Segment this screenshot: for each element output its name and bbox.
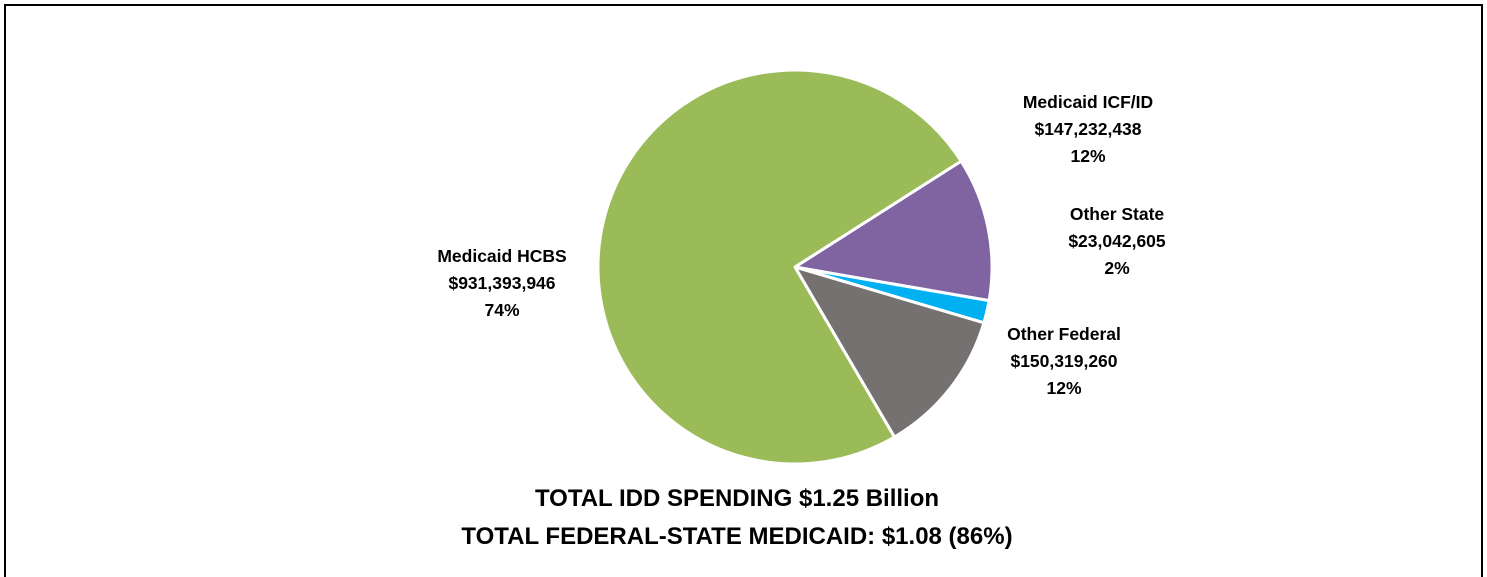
slice-value-label: $150,319,260 <box>1010 351 1117 371</box>
slice-percent-label: 2% <box>1104 258 1130 278</box>
slice-label-other-state: Other State $23,042,605 2% <box>1068 204 1166 278</box>
slice-value-label: $147,232,438 <box>1034 119 1141 139</box>
chart-title-line-1: TOTAL IDD SPENDING $1.25 Billion <box>535 485 939 512</box>
pie-slice-medicaid-icf-id <box>793 159 994 303</box>
chart-frame <box>4 4 1483 577</box>
slice-label-other-federal: Other Federal $150,319,260 12% <box>1007 324 1121 398</box>
slice-name-label: Medicaid ICF/ID <box>1023 92 1153 112</box>
slice-name-label: Other Federal <box>1007 324 1121 344</box>
slice-value-label: $931,393,946 <box>448 273 555 293</box>
pie-slice-medicaid-hcbs <box>596 68 963 466</box>
pie-slices <box>596 68 994 466</box>
slice-name-label: Medicaid HCBS <box>437 246 566 266</box>
pie-slice-other-federal <box>793 265 986 439</box>
slice-percent-label: 12% <box>1046 378 1081 398</box>
slice-name-label: Other State <box>1070 204 1165 224</box>
chart-title-line-2: TOTAL FEDERAL-STATE MEDICAID: $1.08 (86%… <box>461 523 1012 550</box>
slice-label-medicaid-icf-id: Medicaid ICF/ID $147,232,438 12% <box>1023 92 1153 166</box>
slice-label-medicaid-hcbs: Medicaid HCBS $931,393,946 74% <box>437 246 566 320</box>
slice-percent-label: 12% <box>1070 146 1105 166</box>
slice-value-label: $23,042,605 <box>1068 231 1166 251</box>
slice-percent-label: 74% <box>484 300 519 320</box>
